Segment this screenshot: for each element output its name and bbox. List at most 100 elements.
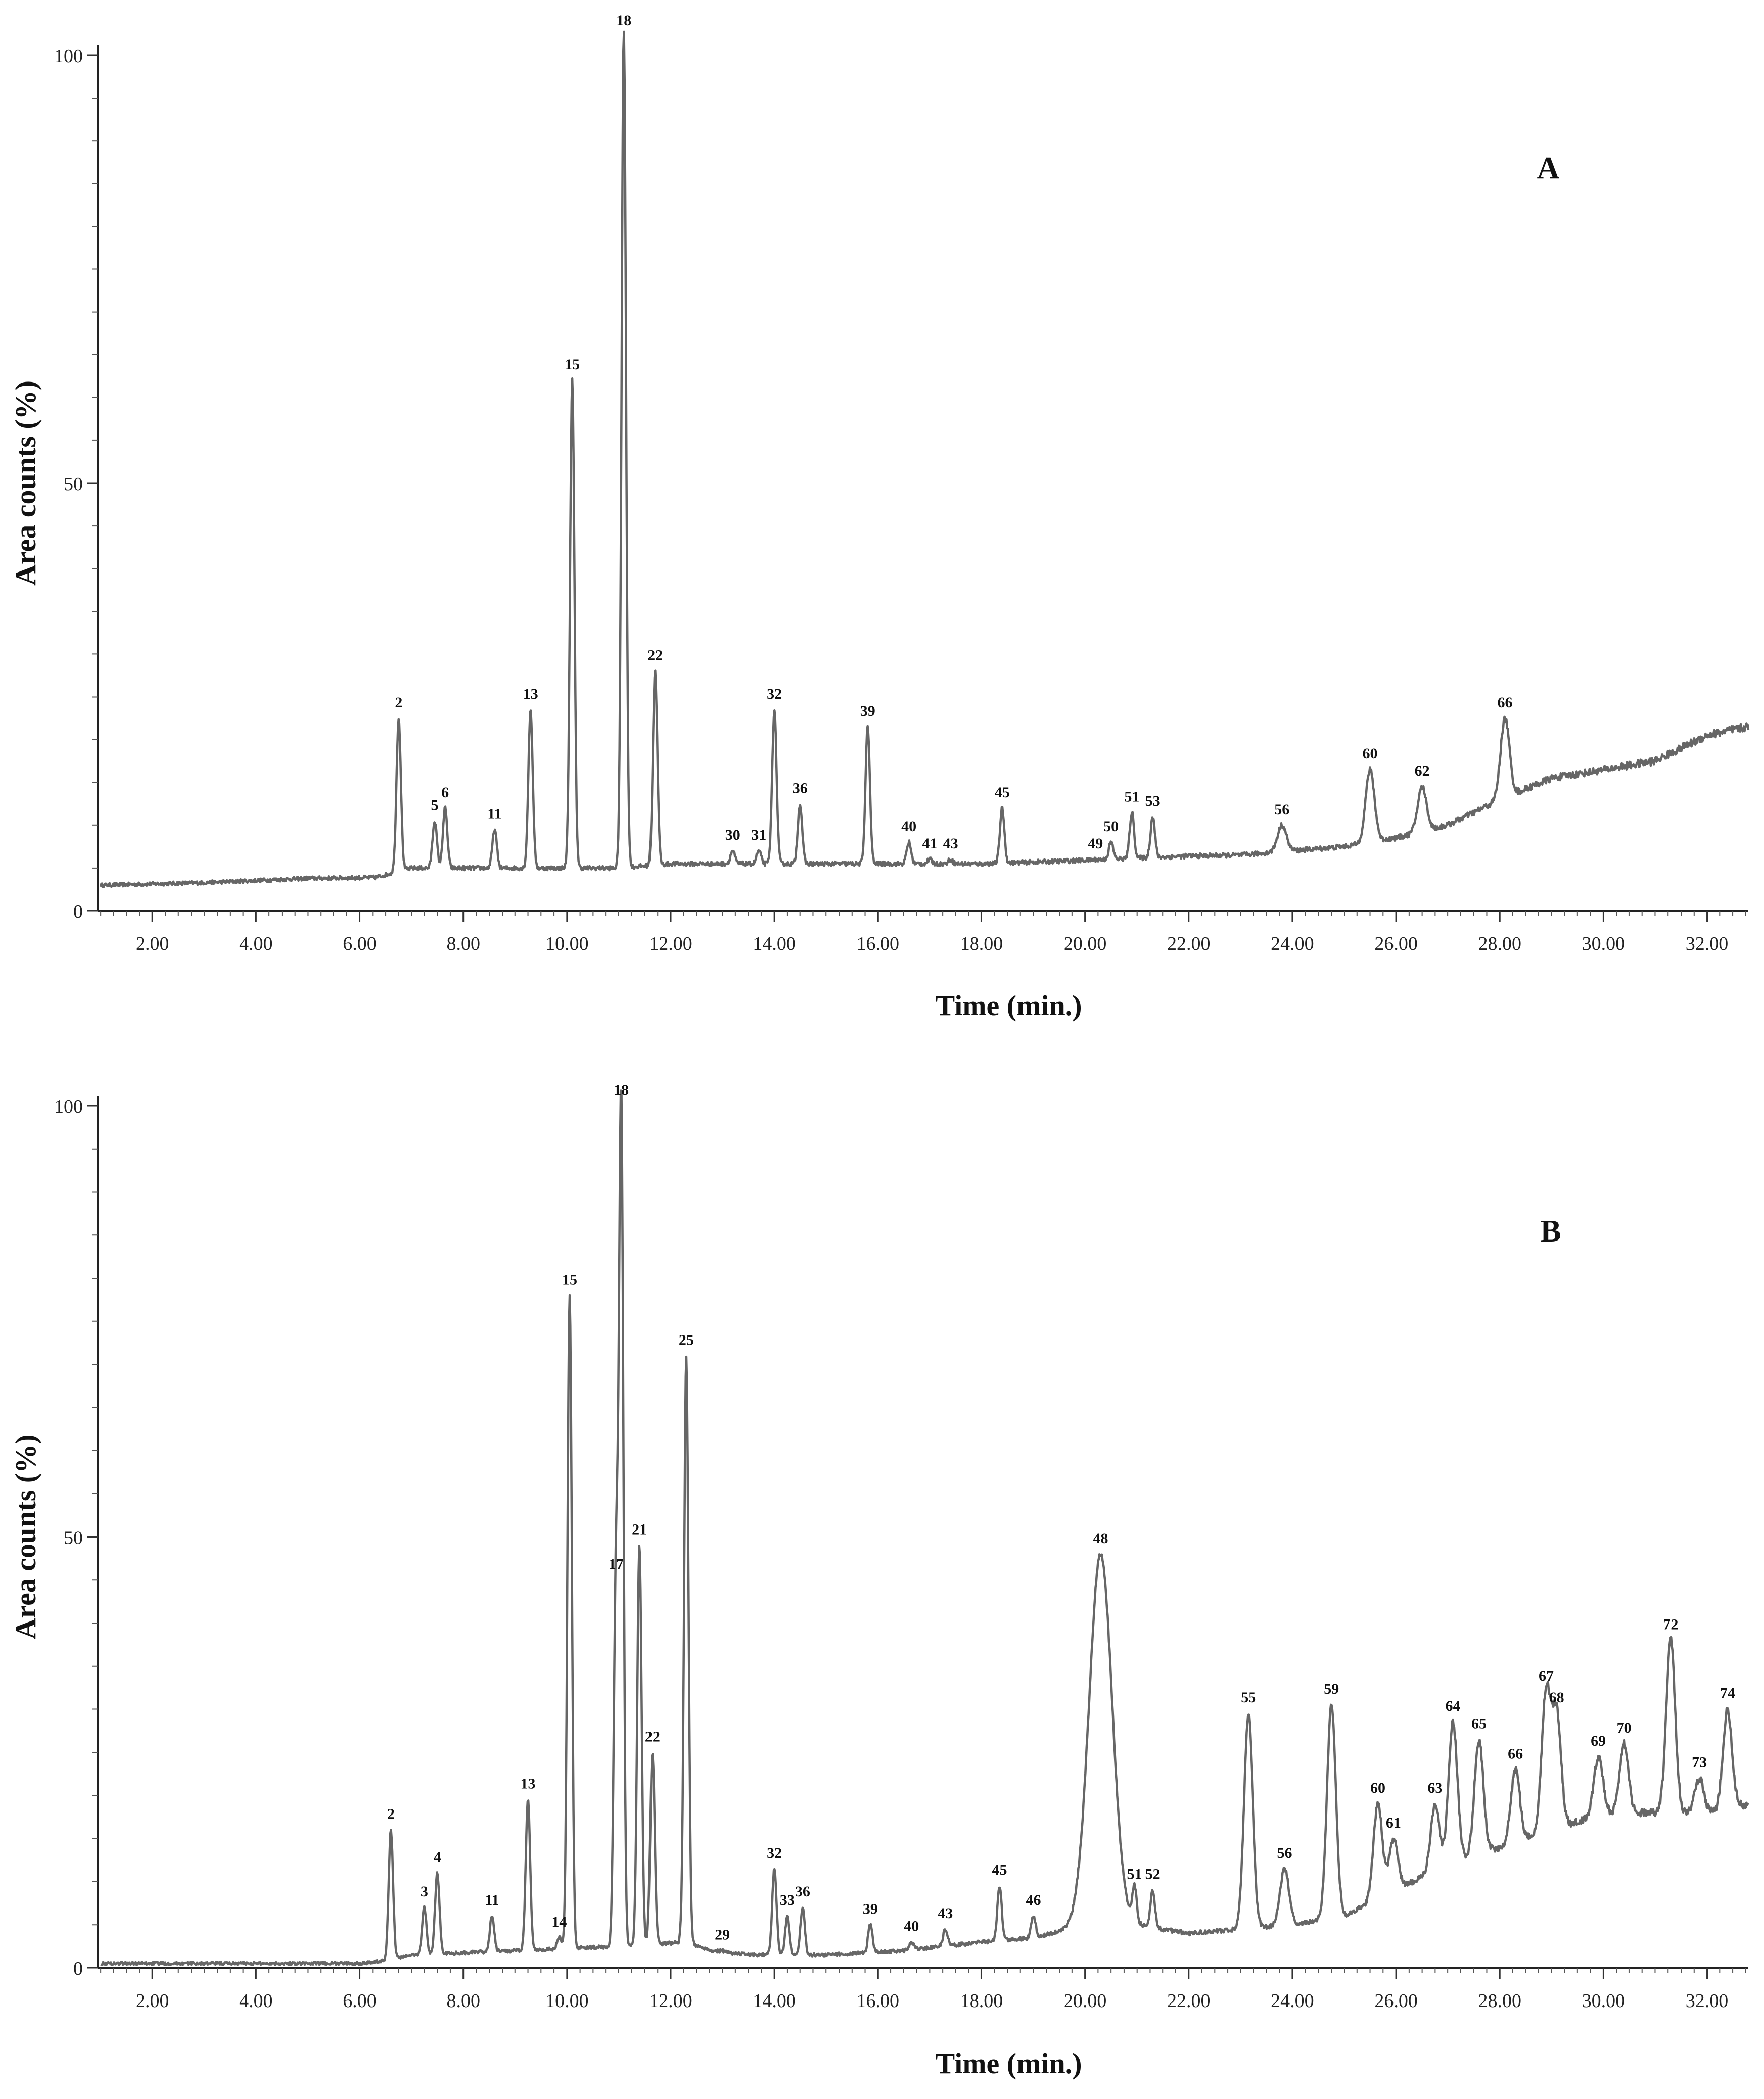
peak-label: 5 [431,797,439,813]
peak-label: 60 [1363,745,1378,762]
peak-label: 74 [1720,1685,1735,1702]
peak-label: 11 [485,1892,499,1909]
panel-letter: B [1540,1214,1561,1249]
peak-label: 64 [1445,1698,1460,1714]
peak-label: 11 [487,805,501,822]
peak-label: 15 [562,1271,577,1288]
peak-label: 40 [901,818,916,835]
x-tick-label: 14.00 [753,1990,796,2012]
peak-label: 65 [1471,1715,1487,1732]
chart-panel-b: 2.00 4.00 6.00 8.00 10.00 12.00 14.00 16.00 18.0… [9,1082,1749,2080]
x-tick-label: 2.00 [136,1990,169,2012]
x-tick-label: 4.00 [239,1990,273,2012]
peak-label: 63 [1427,1780,1442,1796]
peak-label: 39 [863,1900,878,1917]
peak-label: 56 [1274,801,1289,818]
peak-label: 2 [395,694,402,711]
peak-label: 30 [725,827,740,843]
y-tick-label: 100 [54,46,83,67]
x-tick-label: 26.00 [1374,933,1418,955]
panel-letter: A [1537,151,1560,185]
x-tick-label: 6.00 [343,1990,377,2012]
x-axis-title: Time (min.) [935,2047,1082,2080]
peak-label: 36 [795,1883,810,1900]
peak-label: 43 [943,835,958,852]
peak-label: 13 [521,1776,536,1792]
peak-label: 67 [1539,1668,1554,1684]
x-tick-label: 28.00 [1478,933,1521,955]
y-tick-label: 0 [73,901,83,922]
x-tick-label: 28.00 [1478,1990,1521,2012]
x-tick-label: 4.00 [239,933,273,955]
peak-label: 22 [645,1728,660,1745]
x-tick-label: 20.00 [1064,1990,1107,2012]
peak-label: 17 [609,1556,624,1572]
peak-label: 46 [1026,1892,1041,1909]
peak-label: 21 [632,1521,647,1538]
peak-label: 69 [1591,1733,1606,1749]
peak-label: 18 [614,1082,629,1098]
peak-label: 36 [793,780,808,796]
peak-label: 32 [767,686,782,702]
peak-label: 3 [421,1883,428,1900]
x-tick-label: 18.00 [960,933,1003,955]
peak-label: 32 [767,1845,782,1861]
peak-label: 50 [1103,818,1119,835]
peak-label: 18 [616,12,631,29]
x-tick-label: 14.00 [753,933,796,955]
peak-label: 72 [1663,1616,1678,1633]
peak-label: 68 [1549,1689,1564,1706]
x-tick-label: 16.00 [857,1990,900,2012]
x-tick-label: 6.00 [343,933,377,955]
peak-label: 33 [780,1892,795,1909]
peak-label: 39 [860,703,875,719]
y-tick-label: 50 [64,1528,83,1549]
x-tick-label: 26.00 [1374,1990,1418,2012]
peak-label: 4 [434,1849,441,1865]
peak-label: 43 [938,1905,953,1922]
x-tick-label: 24.00 [1271,1990,1314,2012]
x-tick-label: 16.00 [857,933,900,955]
peak-label: 52 [1145,1866,1160,1883]
chart-panel-a: 2.00 4.00 6.00 8.00 10.00 12.00 14.00 16.00 18.0… [9,12,1750,1022]
peak-label: 49 [1088,835,1103,852]
x-tick-label: 12.00 [649,933,692,955]
peak-label: 70 [1617,1720,1632,1736]
y-tick-label: 0 [73,1958,83,1979]
peak-label: 14 [551,1914,567,1930]
x-tick-label: 2.00 [136,933,169,955]
peak-label: 55 [1241,1689,1256,1706]
peak-label: 66 [1508,1746,1523,1762]
x-tick-label: 8.00 [446,1990,480,2012]
x-tick-label: 18.00 [960,1990,1003,2012]
peak-label: 62 [1415,762,1430,779]
peak-label: 59 [1324,1681,1339,1697]
x-axis-title: Time (min.) [935,989,1082,1022]
x-tick-label: 10.00 [545,933,589,955]
y-tick-label: 50 [64,473,83,495]
peak-label: 66 [1498,694,1513,711]
peak-label: 6 [441,784,449,801]
x-tick-label: 30.00 [1582,1990,1625,2012]
chromatogram-trace [100,1089,1749,1966]
peak-label: 73 [1692,1754,1707,1771]
peak-label: 51 [1124,788,1139,805]
x-tick-label: 22.00 [1167,1990,1211,2012]
peak-label: 61 [1386,1815,1401,1831]
x-tick-label: 24.00 [1271,933,1314,955]
peak-label: 51 [1127,1866,1142,1883]
peak-label: 13 [523,686,538,702]
chromatogram-trace [99,30,1750,888]
peak-label: 45 [992,1862,1007,1878]
x-tick-label: 32.00 [1686,1990,1729,2012]
x-tick-label: 30.00 [1582,933,1625,955]
peak-label: 15 [565,356,580,373]
peak-label: 31 [751,827,766,843]
x-tick-label: 10.00 [545,1990,589,2012]
x-tick-label: 12.00 [649,1990,692,2012]
peak-label: 60 [1370,1780,1385,1796]
x-tick-label: 32.00 [1686,933,1729,955]
peak-label: 2 [387,1806,395,1823]
x-tick-label: 22.00 [1167,933,1211,955]
